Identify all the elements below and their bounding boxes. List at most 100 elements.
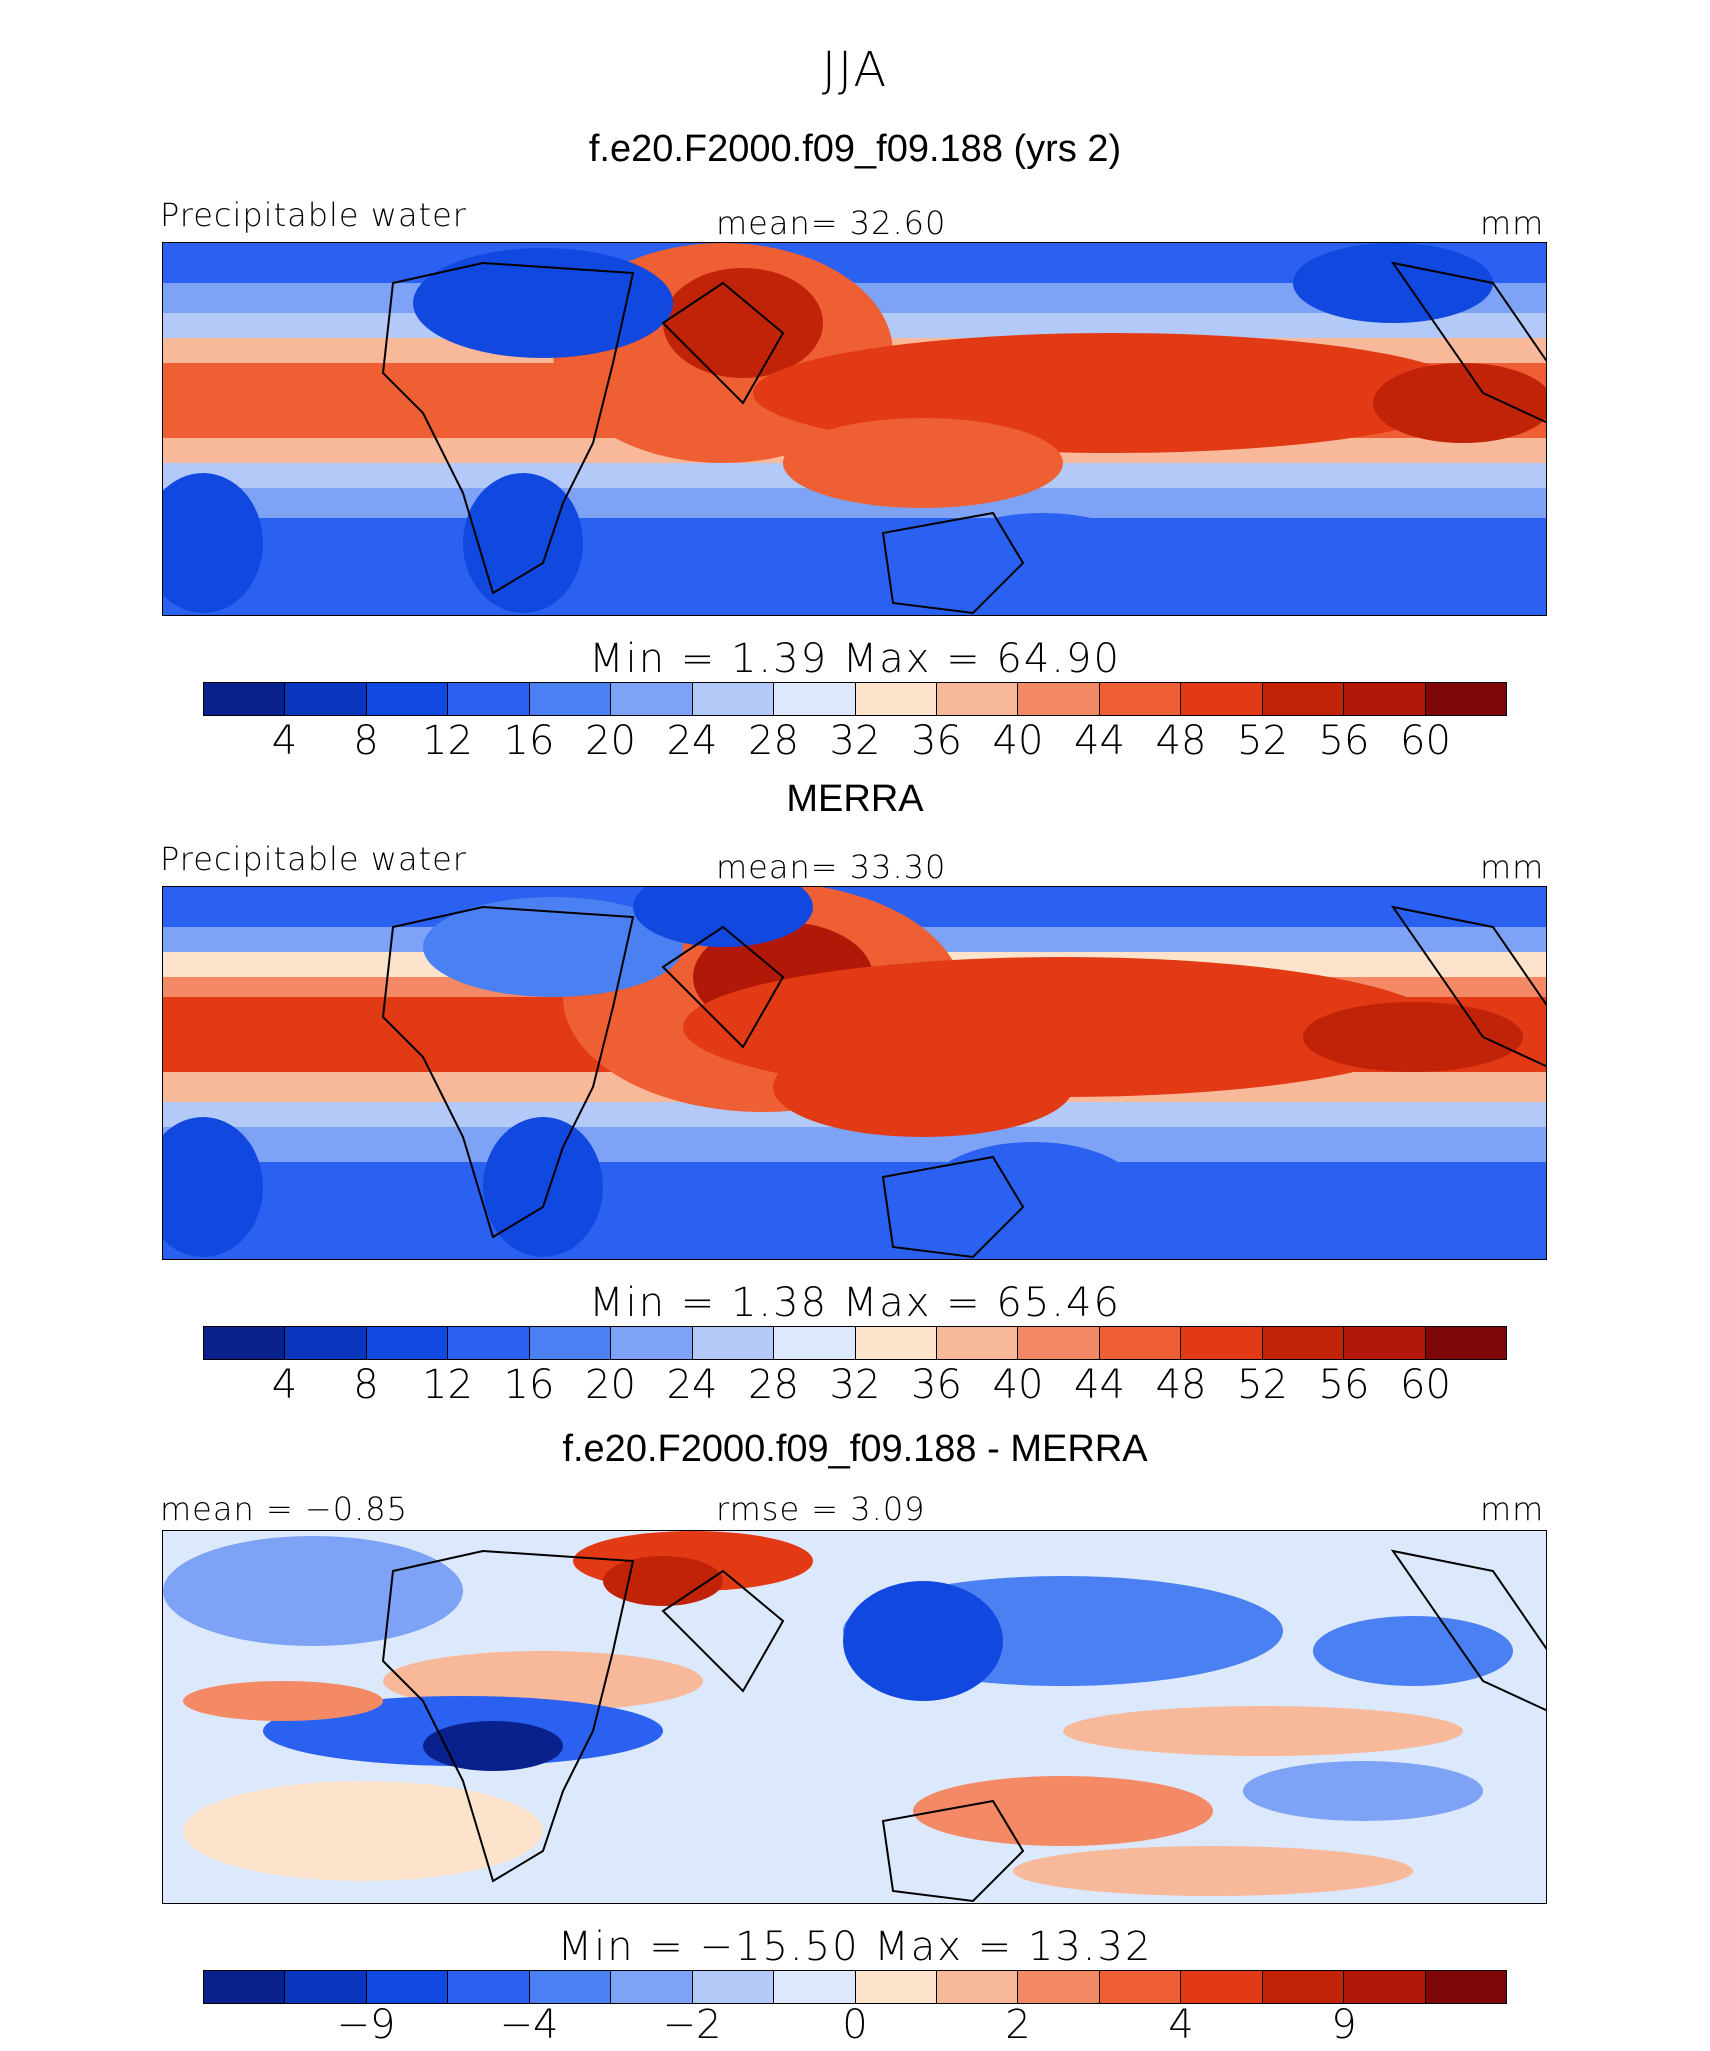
panel-3-title: f.e20.F2000.f09_f09.188 - MERRA: [562, 1428, 1148, 1470]
colorbar-tick-label: 60: [1400, 1362, 1451, 1408]
panel-1-mean-label: mean= 32.60: [716, 204, 947, 242]
panel-2-minmax: Min = 1.38 Max = 65.46: [589, 1280, 1121, 1326]
panel-3-mean-label: mean = −0.85: [160, 1490, 408, 1528]
colorbar-tick-label: 28: [748, 1362, 799, 1408]
colorbar-tick-label: 16: [503, 1362, 555, 1408]
colorbar-tick-label: 24: [666, 718, 718, 764]
panel-3-field: [163, 1531, 1546, 1903]
panel-3-colorbar-bin: [448, 1971, 530, 2003]
panel-3-colorbar-bin: [1181, 1971, 1263, 2003]
panel-3-minmax: Min = −15.50 Max = 13.32: [557, 1924, 1153, 1970]
colorbar-tick-label: 44: [1074, 718, 1125, 764]
colorbar-tick-label: 36: [911, 1362, 962, 1408]
panel-3-colorbar-bin: [1425, 1971, 1506, 2003]
colorbar-tick-label: −4: [499, 2002, 559, 2048]
panel-3-colorbar-bin: [611, 1971, 693, 2003]
colorbar-tick-label: −9: [336, 2002, 396, 2048]
colorbar-tick-label: 32: [829, 1362, 881, 1408]
colorbar-tick-label: 28: [748, 718, 799, 764]
panel-1-colorbar-bin: [204, 683, 286, 715]
colorbar-tick-label: 0: [842, 2002, 868, 2048]
season-title: JJA: [821, 42, 889, 98]
panel-2-field: [163, 887, 1546, 1259]
colorbar-tick-label: 12: [422, 1362, 473, 1408]
colorbar-tick-label: 32: [829, 718, 881, 764]
colorbar-tick-label: 4: [271, 1362, 298, 1408]
panel-2-colorbar-bin: [1262, 1327, 1345, 1359]
panel-2-colorbar-bin: [1018, 1327, 1100, 1359]
panel-3-colorbar-bin: [1344, 1971, 1426, 2003]
panel-1-colorbar-bin: [1181, 683, 1263, 715]
colorbar-tick-label: 36: [911, 718, 962, 764]
panel-2-map: [162, 886, 1547, 1260]
panel-3-colorbar-bin: [366, 1971, 449, 2003]
panel-1-colorbar-bin: [366, 683, 449, 715]
panel-2-colorbar-bin: [611, 1327, 693, 1359]
colorbar-tick-label: 52: [1237, 1362, 1288, 1408]
panel-2-units: mm: [1480, 848, 1545, 886]
panel-1-colorbar-bin: [774, 683, 856, 715]
panel-3-colorbar-bin: [529, 1971, 612, 2003]
colorbar-tick-label: 40: [992, 1362, 1044, 1408]
panel-2-colorbar-ticks: 4 8 12 16 20 24 28 32 36 40 44 48 52 56 …: [203, 1362, 1507, 1410]
colorbar-tick-label: 20: [585, 718, 636, 764]
panel-2-title: MERRA: [786, 778, 924, 820]
panel-1-variable-label: Precipitable water: [160, 196, 467, 234]
panel-1-colorbar-bin: [936, 683, 1019, 715]
panel-1-colorbar-bin: [285, 683, 367, 715]
panel-3-colorbar-bin: [692, 1971, 775, 2003]
panel-1-colorbar: [203, 682, 1507, 716]
panel-3-colorbar-bin: [774, 1971, 856, 2003]
colorbar-tick-label: −2: [662, 2002, 722, 2048]
panel-3-colorbar-bin: [936, 1971, 1019, 2003]
panel-1-units: mm: [1480, 204, 1545, 242]
panel-3-units: mm: [1480, 1490, 1545, 1528]
panel-1-colorbar-bin: [692, 683, 775, 715]
colorbar-tick-label: 9: [1331, 2002, 1357, 2048]
panel-2-colorbar-bin: [448, 1327, 530, 1359]
panel-3-colorbar-bin: [1099, 1971, 1182, 2003]
colorbar-tick-label: 8: [353, 1362, 379, 1408]
panel-1-colorbar-bin: [1425, 683, 1506, 715]
panel-1-colorbar-bin: [1018, 683, 1100, 715]
panel-3-colorbar-bin: [204, 1971, 286, 2003]
panel-1-map: [162, 242, 1547, 616]
panel-2-colorbar-bin: [1099, 1327, 1182, 1359]
panel-1-field: [163, 243, 1546, 615]
panel-2-colorbar-bin: [1181, 1327, 1263, 1359]
panel-3-colorbar-bin: [1018, 1971, 1100, 2003]
colorbar-tick-label: 2: [1005, 2002, 1031, 2048]
colorbar-tick-label: 20: [585, 1362, 636, 1408]
panel-2-colorbar-bin: [366, 1327, 449, 1359]
panel-2-colorbar-bin: [936, 1327, 1019, 1359]
panel-3-colorbar-bin: [855, 1971, 937, 2003]
colorbar-tick-label: 48: [1155, 718, 1207, 764]
panel-2-colorbar-bin: [692, 1327, 775, 1359]
colorbar-tick-label: 16: [503, 718, 555, 764]
colorbar-tick-label: 4: [1168, 2002, 1194, 2048]
panel-2-colorbar-bin: [529, 1327, 612, 1359]
panel-2-colorbar-bin: [1344, 1327, 1426, 1359]
panel-2-variable-label: Precipitable water: [160, 840, 467, 878]
colorbar-tick-label: 40: [992, 718, 1044, 764]
panel-2-mean-label: mean= 33.30: [716, 848, 947, 886]
colorbar-tick-label: 4: [271, 718, 298, 764]
panel-2-colorbar-bin: [855, 1327, 937, 1359]
panel-1-minmax: Min = 1.39 Max = 64.90: [589, 636, 1121, 682]
panel-2-colorbar-bin: [204, 1327, 286, 1359]
colorbar-tick-label: 8: [353, 718, 379, 764]
colorbar-tick-label: 56: [1318, 718, 1370, 764]
colorbar-tick-label: 52: [1237, 718, 1288, 764]
panel-2-colorbar-bin: [1425, 1327, 1506, 1359]
panel-3-colorbar-bin: [285, 1971, 367, 2003]
panel-3-colorbar-ticks: −9 −4 −2 0 2 4 9: [203, 2002, 1507, 2050]
colorbar-tick-label: 24: [666, 1362, 718, 1408]
colorbar-tick-label: 12: [422, 718, 473, 764]
panel-1-title: f.e20.F2000.f09_f09.188 (yrs 2): [588, 128, 1122, 170]
panel-1-colorbar-bin: [1262, 683, 1345, 715]
colorbar-tick-label: 44: [1074, 1362, 1125, 1408]
panel-1-colorbar-bin: [1344, 683, 1426, 715]
colorbar-tick-label: 48: [1155, 1362, 1207, 1408]
panel-1-colorbar-bin: [448, 683, 530, 715]
panel-1-colorbar-bin: [529, 683, 612, 715]
